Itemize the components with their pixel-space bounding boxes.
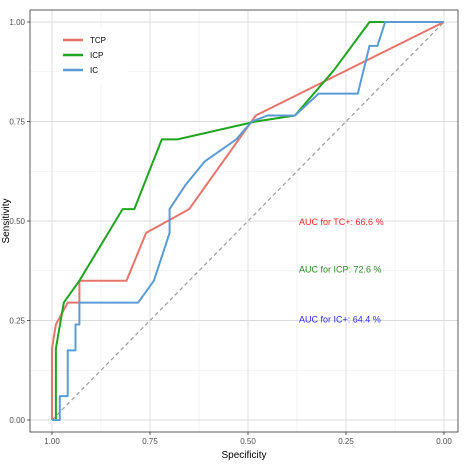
legend-label-icp: ICP [90,51,103,60]
auc-label: AUC for IC+: 64.4 % [299,314,381,324]
legend: TCP ICP IC [58,27,128,85]
auc-label: AUC for ICP: 72.6 % [299,265,382,275]
series-layer [51,21,445,421]
x-tick-label: 0.00 [436,437,452,446]
x-axis: 1.00 0.75 0.50 0.25 0.00 [44,432,452,446]
x-tick-label: 1.00 [44,437,60,446]
x-tick-label: 0.25 [338,437,354,446]
x-tick-label: 0.75 [142,437,158,446]
y-axis-title: Sensitivity [1,198,12,243]
y-tick-label: 0.50 [9,217,25,226]
y-tick-label: 0.00 [9,416,25,425]
x-tick-label: 0.50 [240,437,256,446]
series-line-icp [54,21,444,420]
y-axis: 0.00 0.25 0.50 0.75 1.00 [9,18,30,425]
auc-label: AUC for TC+: 66.6 % [299,217,384,227]
y-tick-label: 0.75 [9,118,25,127]
x-axis-title: Specificity [221,450,266,461]
legend-label-ic: IC [90,66,98,75]
legend-label-tcp: TCP [90,36,106,45]
auc-annotations: AUC for TC+: 66.6 % AUC for ICP: 72.6 % AU… [299,217,384,325]
y-tick-label: 0.25 [9,317,25,326]
series-line-ic [52,21,444,421]
y-tick-label: 1.00 [9,18,25,27]
diagonal-reference-line [51,21,445,421]
